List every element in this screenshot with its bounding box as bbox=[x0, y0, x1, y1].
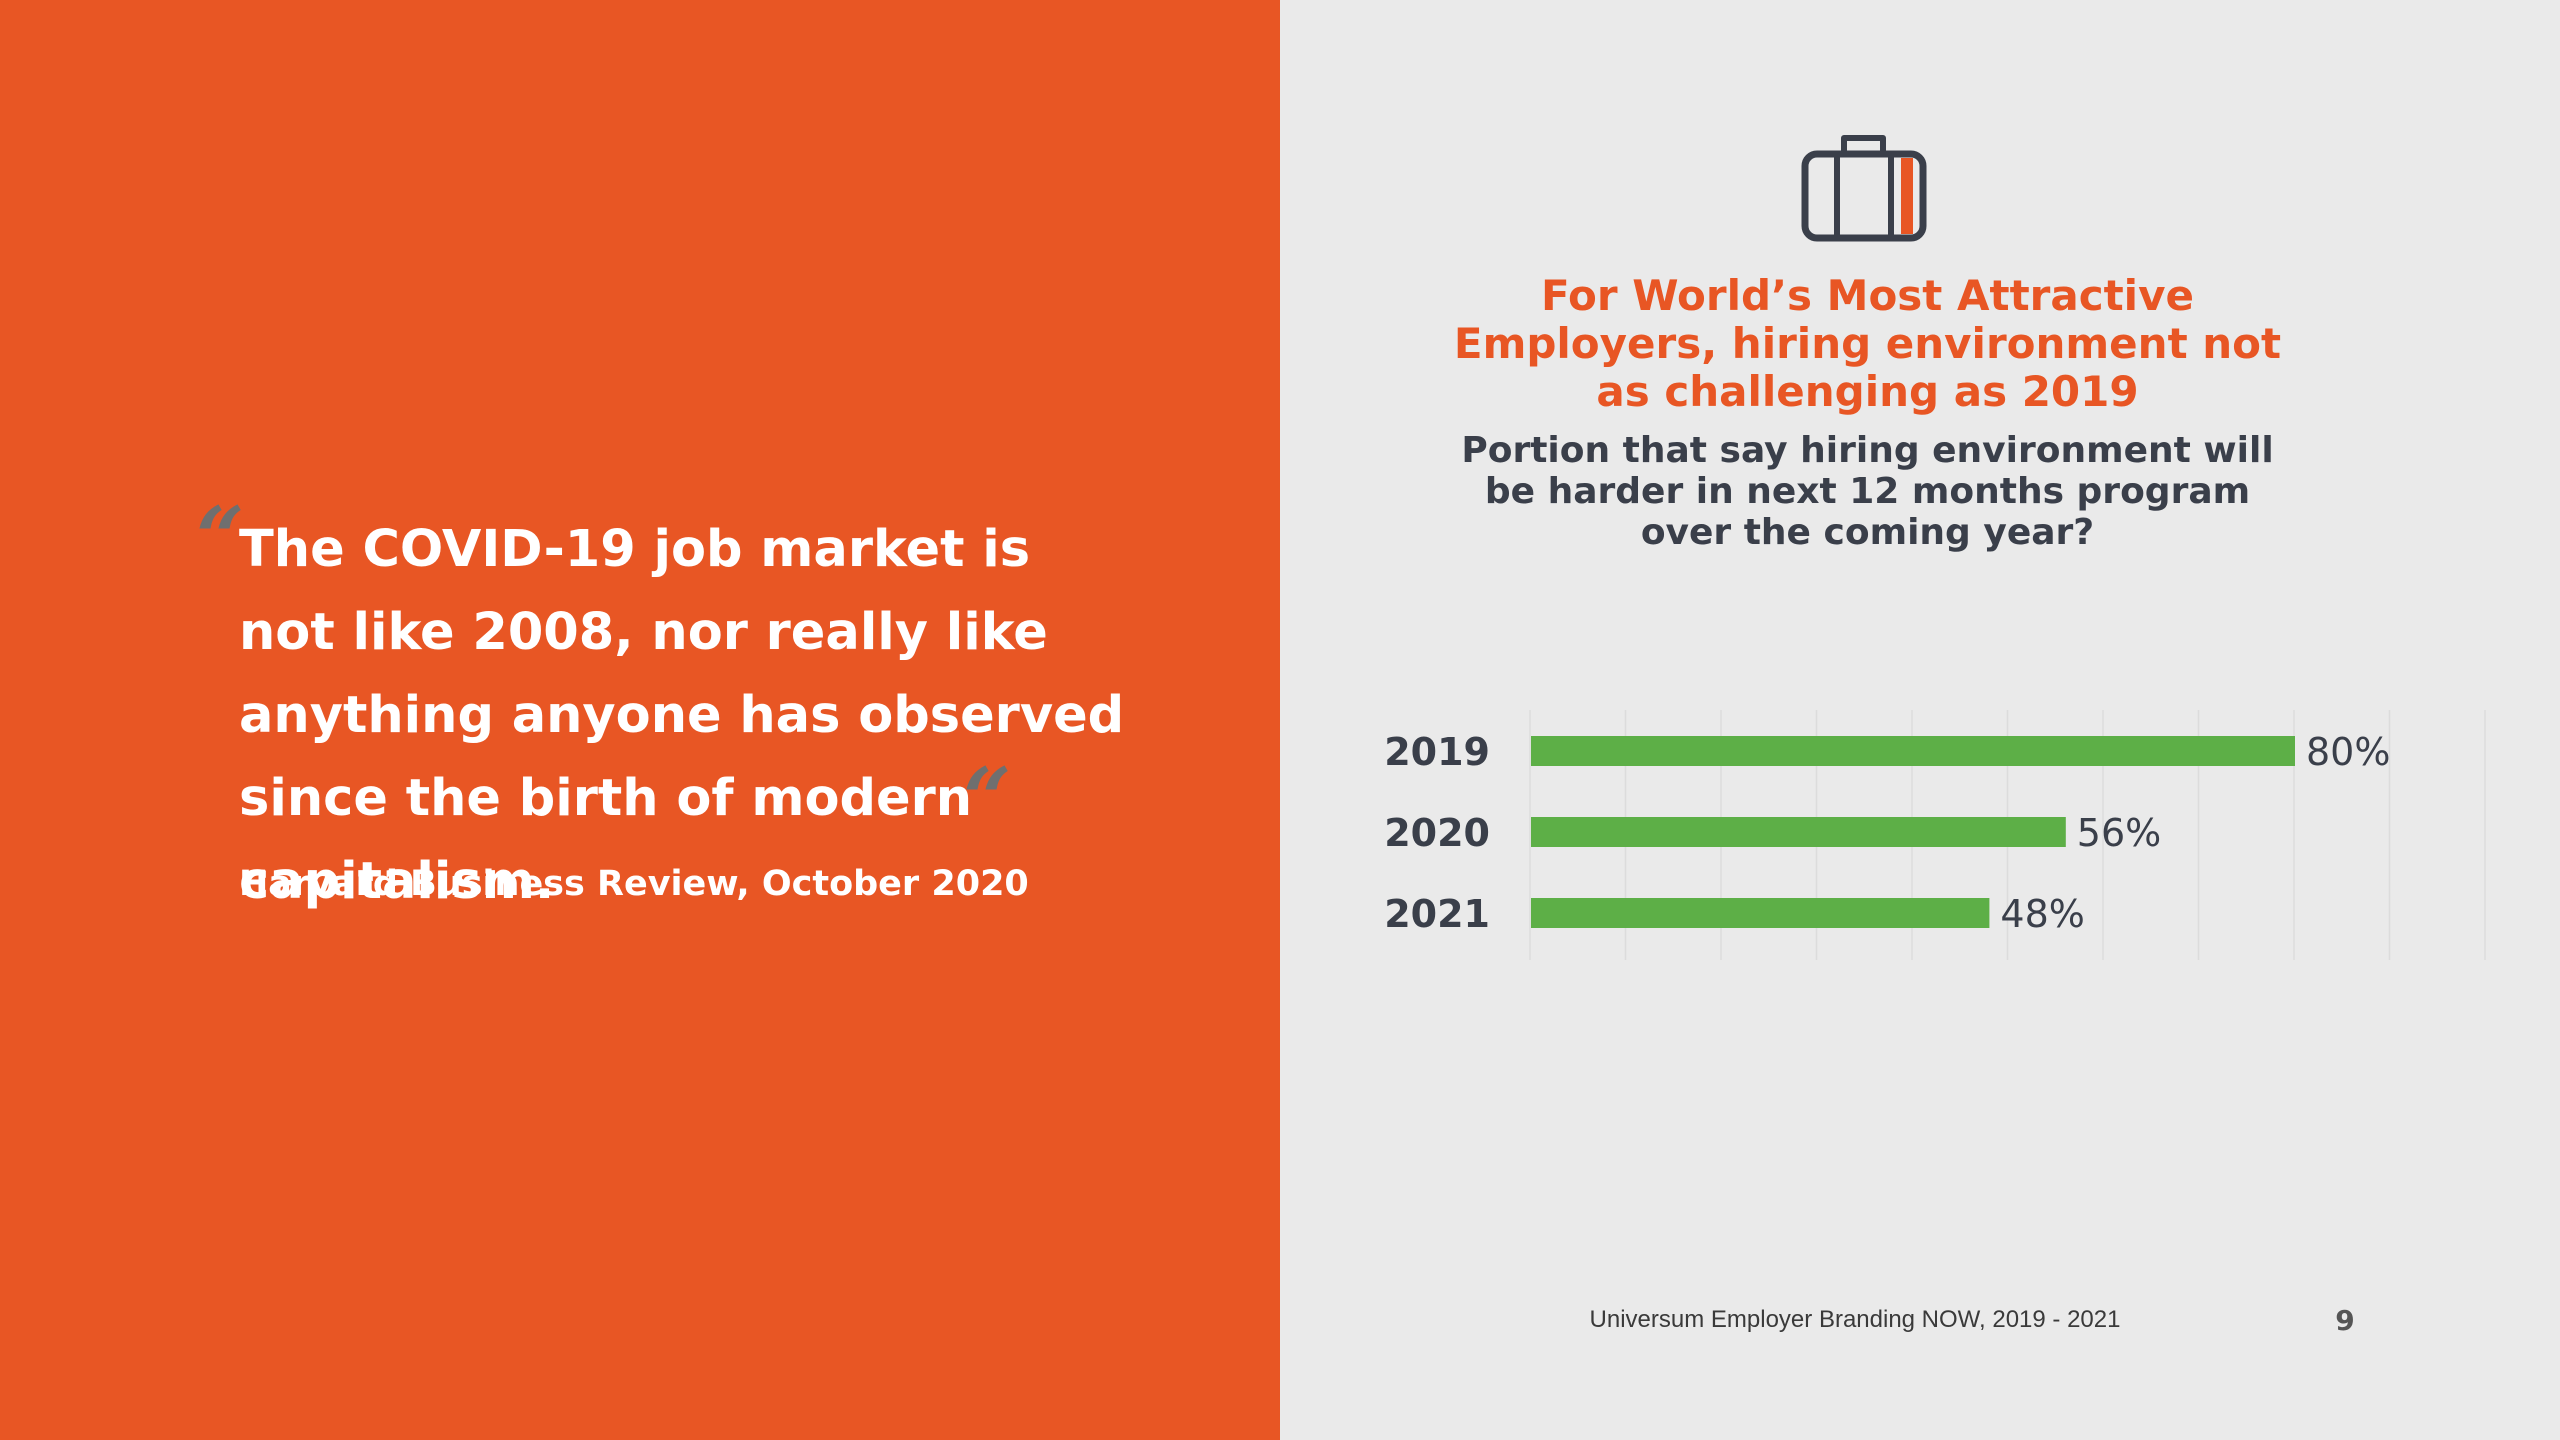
briefcase-icon bbox=[1801, 128, 1931, 244]
value-label: 80% bbox=[2306, 730, 2390, 774]
close-quote-mark: “ bbox=[963, 749, 1012, 848]
chart-title: For World’s Most Attractive Employers, h… bbox=[1453, 271, 2282, 416]
value-label: 56% bbox=[2077, 811, 2161, 855]
quote-text: The COVID-19 job market is not like 2008… bbox=[239, 520, 1125, 911]
footer-source: Universum Employer Branding NOW, 2019 - … bbox=[1589, 1306, 2121, 1333]
category-label: 2019 bbox=[1384, 730, 1490, 774]
category-label: 2020 bbox=[1384, 811, 1490, 855]
bar bbox=[1531, 898, 1990, 928]
bar bbox=[1531, 736, 2295, 766]
quote-source: Harvard Business Review, October 2020 bbox=[239, 864, 1029, 904]
category-label: 2021 bbox=[1384, 892, 1490, 936]
value-label: 48% bbox=[2000, 892, 2084, 936]
open-quote-mark: “ bbox=[196, 488, 245, 587]
bar-chart: 2019 80% 2020 56% 2021 48% bbox=[1384, 710, 2486, 960]
bar bbox=[1531, 817, 2066, 847]
chart-panel bbox=[1280, 0, 2560, 1440]
chart-subtitle: Portion that say hiring environment will… bbox=[1461, 430, 2274, 553]
quote-panel: “ The COVID-19 job market is not like 20… bbox=[0, 0, 1280, 1440]
page-number: 9 bbox=[2335, 1304, 2355, 1337]
